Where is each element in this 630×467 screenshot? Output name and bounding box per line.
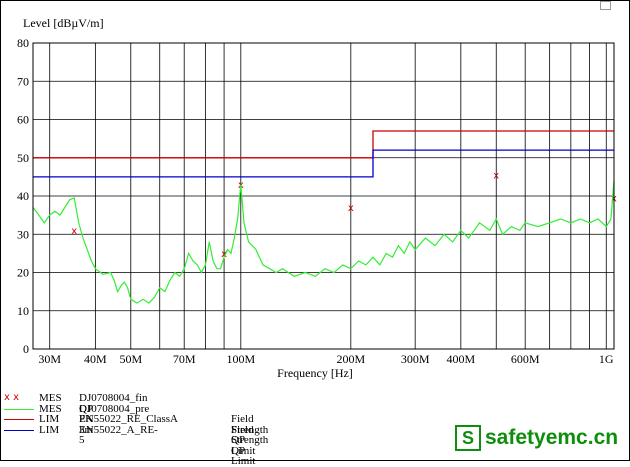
legend-description: Field Strength QP Limit bbox=[231, 423, 269, 467]
plot-border bbox=[32, 42, 615, 350]
limit-line bbox=[33, 149, 614, 178]
x-tick-label: 70M bbox=[173, 352, 196, 366]
x-tick-label: 100M bbox=[226, 352, 255, 366]
qp-measurement-marker: x bbox=[493, 170, 499, 181]
legend-trace-name: EN55022_A_RE-5 bbox=[79, 423, 158, 446]
legend-line-swatch bbox=[4, 404, 34, 415]
qp-measurement-marker: x bbox=[221, 249, 227, 260]
y-tick-label: 60 bbox=[17, 113, 29, 127]
legend-x-marker: x x bbox=[4, 392, 20, 403]
safety-s-icon: S bbox=[455, 425, 481, 451]
x-tick-label: 600M bbox=[511, 352, 540, 366]
legend-kind: LIM bbox=[39, 423, 60, 436]
y-tick-label: 40 bbox=[17, 189, 29, 203]
brand-logo: S safetyemc.cn bbox=[455, 425, 618, 451]
legend-kind: MES bbox=[39, 392, 62, 404]
y-tick-label: 0 bbox=[23, 342, 29, 356]
legend-line-swatch bbox=[4, 425, 34, 436]
qp-measurement-marker: x bbox=[348, 203, 354, 214]
legend-trace-name: DJ0708004_pre PK bbox=[79, 402, 150, 425]
y-tick-label: 80 bbox=[17, 36, 29, 50]
legend-kind: LIM bbox=[39, 413, 60, 425]
legend-trace-name: DJ0708004_fin QP bbox=[79, 392, 148, 415]
limit-line bbox=[33, 130, 614, 159]
window-corner-marker bbox=[600, 1, 611, 10]
x-tick-label: 40M bbox=[84, 352, 107, 366]
x-axis-label: Frequency [Hz] bbox=[277, 366, 353, 380]
y-axis-label: Level [dBµV/m] bbox=[23, 16, 104, 30]
y-tick-label: 20 bbox=[17, 266, 29, 280]
legend-line-swatch bbox=[4, 414, 34, 425]
y-tick-label: 30 bbox=[17, 227, 29, 241]
x-tick-label: 200M bbox=[336, 352, 365, 366]
legend-kind: MES bbox=[39, 402, 62, 415]
x-tick-label: 400M bbox=[446, 352, 475, 366]
legend-description: Field Strength QP Limit bbox=[231, 413, 269, 457]
x-tick-label: 1G bbox=[599, 352, 614, 366]
x-tick-label: 300M bbox=[401, 352, 430, 366]
x-tick-label: 30M bbox=[38, 352, 61, 366]
brand-text: safetyemc.cn bbox=[485, 426, 619, 449]
x-tick-label: 50M bbox=[119, 352, 142, 366]
y-tick-label: 70 bbox=[17, 74, 29, 88]
y-tick-label: 50 bbox=[17, 151, 29, 165]
peak-scan-trace bbox=[32, 180, 615, 304]
legend-trace-name: EN55022_RE_ClassA 3m bbox=[79, 413, 178, 436]
y-tick-label: 10 bbox=[17, 304, 29, 318]
qp-measurement-marker: x bbox=[71, 226, 77, 237]
